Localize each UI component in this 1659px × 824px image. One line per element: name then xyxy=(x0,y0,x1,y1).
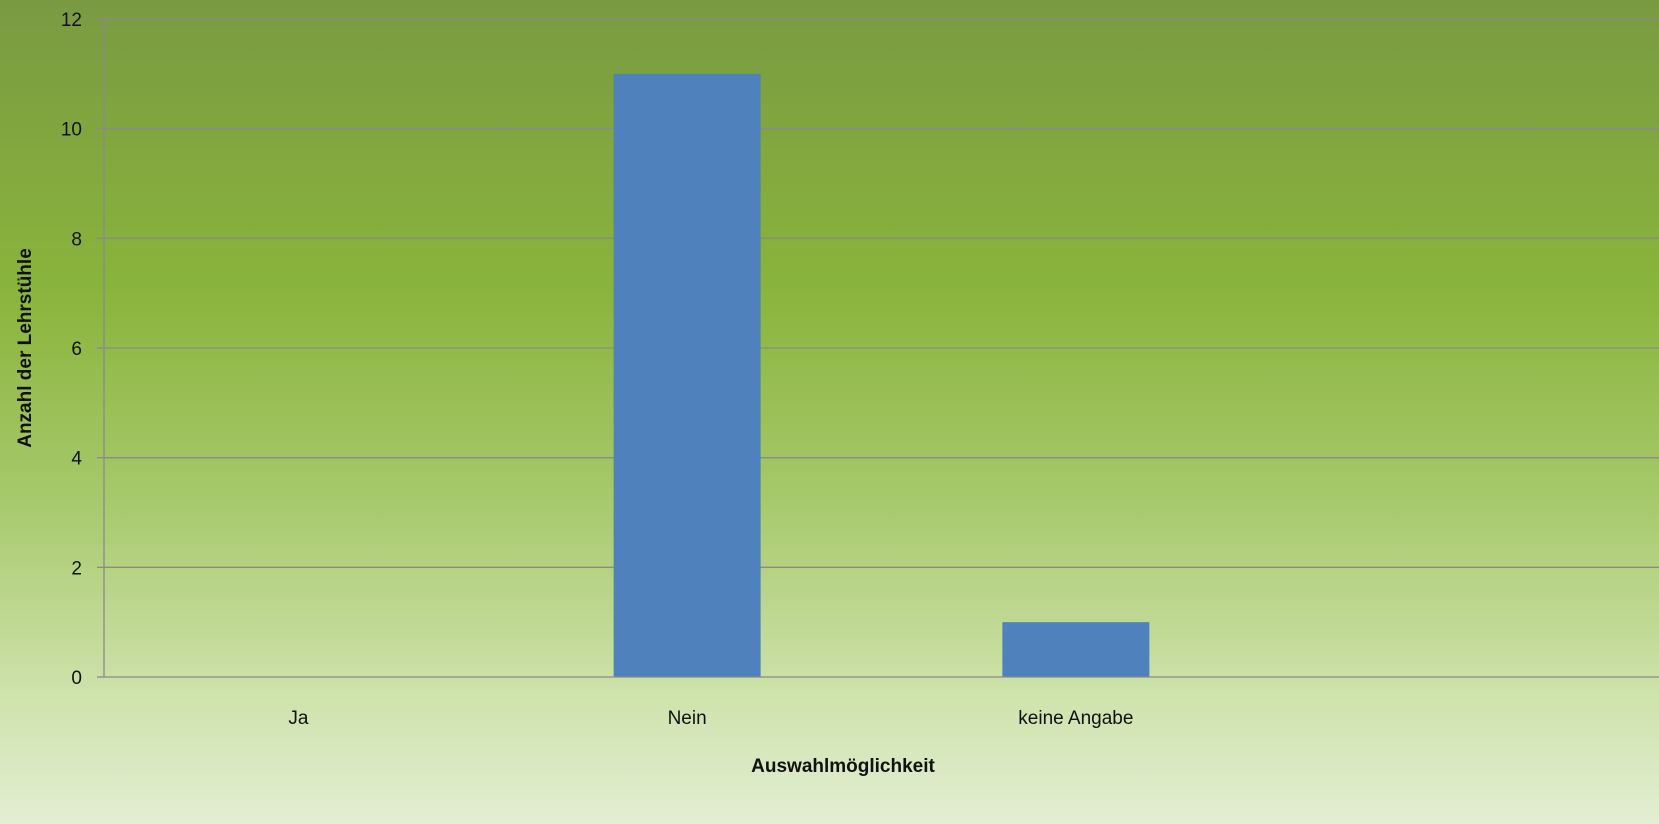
y-tick-labels: 0 2 4 6 8 10 12 xyxy=(61,10,83,689)
bar xyxy=(1002,622,1150,677)
y-tick-label: 12 xyxy=(61,10,82,31)
x-axis-title: Auswahlmöglichkeit xyxy=(751,756,935,777)
bars xyxy=(613,73,1150,678)
gridlines xyxy=(97,18,1659,678)
y-tick-label: 8 xyxy=(71,229,82,250)
y-tick-label: 6 xyxy=(71,339,82,360)
y-tick-label: 2 xyxy=(71,558,82,579)
x-tick-label: Nein xyxy=(668,708,707,729)
x-tick-labels: Ja Nein keine Angabe xyxy=(288,708,1133,729)
y-tick-label: 0 xyxy=(71,668,82,689)
y-tick-label: 4 xyxy=(71,449,82,470)
y-axis-title: Anzahl der Lehrstühle xyxy=(15,248,36,448)
x-tick-label: keine Angabe xyxy=(1018,708,1133,729)
axes xyxy=(103,19,1659,678)
x-tick-label: Ja xyxy=(288,708,309,729)
bar xyxy=(613,73,761,678)
y-tick-label: 10 xyxy=(61,120,82,141)
